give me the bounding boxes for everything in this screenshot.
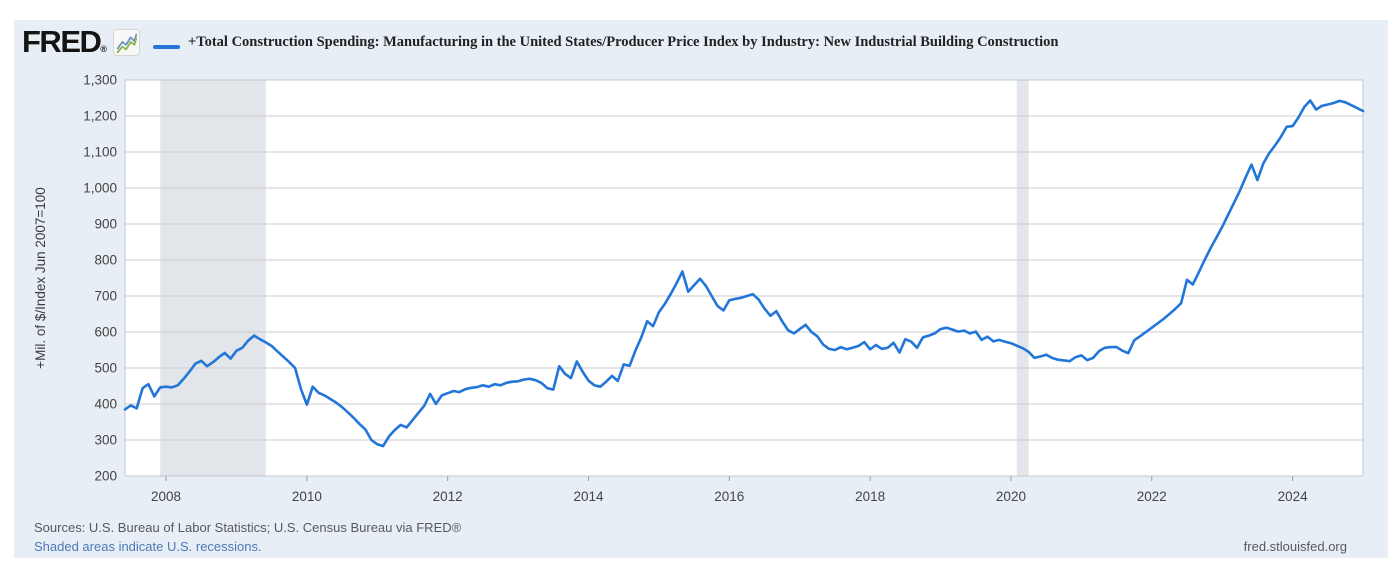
x-tick-label: 2022 bbox=[1137, 489, 1167, 504]
y-tick-label: 700 bbox=[94, 289, 117, 304]
y-tick-label: 300 bbox=[94, 433, 117, 448]
chart-header: FRED® +Total Construction Spending: Manu… bbox=[14, 20, 1388, 64]
x-tick-label: 2016 bbox=[714, 489, 744, 504]
y-tick-label: 200 bbox=[94, 469, 117, 484]
y-tick-label: 1,300 bbox=[83, 73, 117, 88]
sparkline-chart-icon bbox=[113, 29, 140, 56]
chart-title: +Total Construction Spending: Manufactur… bbox=[188, 34, 1059, 50]
x-tick-label: 2018 bbox=[855, 489, 885, 504]
x-tick-label: 2012 bbox=[433, 489, 463, 504]
x-tick-label: 2014 bbox=[573, 489, 604, 504]
fred-logo-text: FRED bbox=[22, 24, 102, 59]
x-tick-label: 2008 bbox=[151, 489, 181, 504]
y-tick-label: 600 bbox=[94, 325, 117, 340]
recession-shading-link[interactable]: Shaded areas indicate U.S. recessions. bbox=[34, 539, 262, 554]
registered-trademark: ® bbox=[100, 44, 108, 54]
data-series-line[interactable] bbox=[123, 99, 1365, 448]
y-tick-label: 400 bbox=[94, 397, 117, 412]
y-tick-label: 1,100 bbox=[83, 145, 117, 160]
chart-container: 1,300 1,200 1,100 1,000 900 800 700 600 500 400 30… bbox=[14, 20, 1388, 558]
y-tick-label: 800 bbox=[94, 253, 117, 268]
y-tick-label: 900 bbox=[94, 217, 117, 232]
x-tick-label: 2020 bbox=[996, 489, 1026, 504]
recession-band bbox=[160, 80, 266, 476]
y-tick-label: 1,200 bbox=[83, 109, 117, 124]
y-tick-label: 500 bbox=[94, 361, 117, 376]
x-tick-label: 2024 bbox=[1278, 489, 1309, 504]
y-tick-label: 1,000 bbox=[83, 181, 117, 196]
recession-band bbox=[1016, 80, 1029, 476]
y-axis-title: +Mil. of $/Index Jun 2007=100 bbox=[33, 187, 48, 369]
x-tick-label: 2010 bbox=[292, 489, 322, 504]
fred-site-link[interactable]: fred.stlouisfed.org bbox=[1243, 539, 1347, 554]
plot-area[interactable]: 1,300 1,200 1,100 1,000 900 800 700 600 500 400 30… bbox=[14, 20, 1388, 558]
sources-note: Sources: U.S. Bureau of Labor Statistics… bbox=[34, 520, 462, 535]
legend-line-swatch bbox=[153, 45, 180, 49]
fred-logo[interactable]: FRED® bbox=[22, 24, 107, 60]
